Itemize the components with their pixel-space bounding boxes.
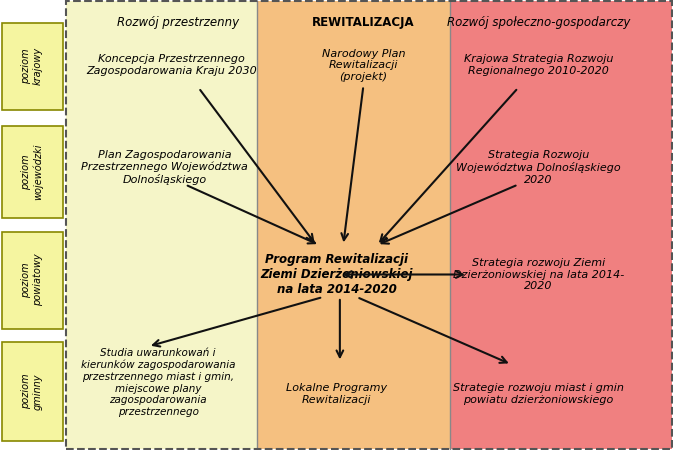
Text: Strategia rozwoju Ziemi
Dzierżoniowskiej na lata 2014-
2020: Strategia rozwoju Ziemi Dzierżoniowskiej… bbox=[453, 258, 624, 291]
Text: Strategia Rozwoju
Województwa Dolnośląskiego
2020: Strategia Rozwoju Województwa Dolnośląsk… bbox=[456, 150, 621, 184]
Bar bbox=[2, 232, 63, 328]
Text: Krajowa Strategia Rozwoju
Regionalnego 2010-2020: Krajowa Strategia Rozwoju Regionalnego 2… bbox=[464, 54, 613, 76]
Text: poziom
gminny: poziom gminny bbox=[22, 373, 43, 410]
Bar bbox=[257, 1, 450, 449]
Text: Rozwój przestrzenny: Rozwój przestrzenny bbox=[117, 16, 240, 29]
Bar bbox=[2, 342, 63, 441]
Text: Lokalne Programy
Rewitalizacji: Lokalne Programy Rewitalizacji bbox=[286, 383, 387, 405]
Text: poziom
krajowy: poziom krajowy bbox=[22, 47, 43, 86]
Text: REWITALIZACJA: REWITALIZACJA bbox=[312, 16, 415, 29]
Bar bbox=[66, 1, 257, 449]
Text: poziom
powiatowy: poziom powiatowy bbox=[22, 254, 43, 306]
Text: Koncepcja Przestrzennego
Zagospodarowania Kraju 2030: Koncepcja Przestrzennego Zagospodarowani… bbox=[86, 54, 257, 76]
Text: Rozwój społeczno-gospodarczy: Rozwój społeczno-gospodarczy bbox=[447, 16, 630, 29]
Text: Narodowy Plan
Rewitalizacji
(projekt): Narodowy Plan Rewitalizacji (projekt) bbox=[322, 49, 405, 82]
Bar bbox=[2, 126, 63, 218]
Bar bbox=[450, 1, 672, 449]
Bar bbox=[2, 22, 63, 110]
Text: Program Rewitalizacji
Ziemi Dzierżoniowskiej
na lata 2014-2020: Program Rewitalizacji Ziemi Dzierżoniows… bbox=[260, 253, 413, 296]
Text: Plan Zagospodarowania
Przestrzennego Województwa
Dolnośląskiego: Plan Zagospodarowania Przestrzennego Woj… bbox=[81, 150, 248, 185]
Text: poziom
wojewódzki: poziom wojewódzki bbox=[22, 144, 43, 200]
Text: Studia uwarunkowań i
kierunków zagospodarowania
przestrzennego miast i gmin,
mie: Studia uwarunkowań i kierunków zagospoda… bbox=[81, 348, 236, 417]
Text: Strategie rozwoju miast i gmin
powiatu dzierżoniowskiego: Strategie rozwoju miast i gmin powiatu d… bbox=[453, 383, 624, 405]
